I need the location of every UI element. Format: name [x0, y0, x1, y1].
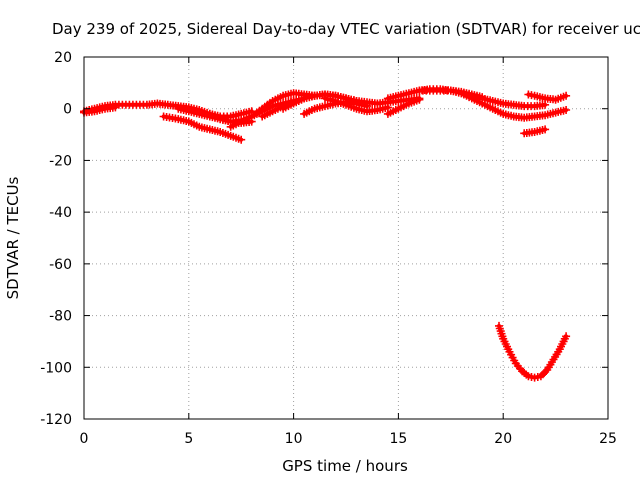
- series-arc-3: [159, 112, 246, 144]
- axis-ticks: 0 5 10 15 20 25 -120 -100 -80 -60 -40 -20 0 20: [40, 50, 617, 447]
- x-axis-title: GPS time / hours: [282, 457, 408, 475]
- chart-title: Day 239 of 2025, Sidereal Day-to-day VTE…: [52, 20, 640, 38]
- y-tick-label: 20: [54, 50, 72, 66]
- y-tick-label: -80: [49, 309, 72, 325]
- x-tick-label: 5: [184, 431, 193, 447]
- data-point: [541, 125, 550, 134]
- y-tick-label: -40: [49, 205, 72, 221]
- y-tick-label: -100: [40, 360, 72, 376]
- data-point: [237, 135, 246, 144]
- x-tick-label: 25: [599, 431, 617, 447]
- y-tick-label: -20: [49, 153, 72, 169]
- series-arc-10: [321, 94, 392, 116]
- series-arc-15: [524, 90, 571, 104]
- x-tick-label: 0: [80, 431, 89, 447]
- x-tick-label: 15: [389, 431, 407, 447]
- y-tick-label: -120: [40, 412, 72, 428]
- y-axis-title: SDTVAR / TECUs: [4, 176, 22, 299]
- y-tick-label: -60: [49, 257, 72, 273]
- series-arc-13: [415, 86, 550, 111]
- series-arc-12: [383, 95, 424, 118]
- series-arc-14: [457, 89, 571, 122]
- x-tick-label: 20: [494, 431, 512, 447]
- data-point: [562, 332, 571, 341]
- data-point: [562, 106, 571, 114]
- plot-frame: [83, 56, 609, 420]
- series-arc-2: [80, 103, 120, 117]
- data-point: [111, 103, 120, 112]
- x-tick-label: 10: [285, 431, 303, 447]
- data-point: [415, 95, 424, 104]
- series-arc-17: [495, 321, 571, 382]
- data-point: [562, 91, 571, 100]
- series-arc-16: [520, 125, 550, 138]
- grid-lines: [84, 57, 608, 419]
- data-layer: [80, 85, 571, 382]
- y-tick-label: 0: [63, 102, 72, 118]
